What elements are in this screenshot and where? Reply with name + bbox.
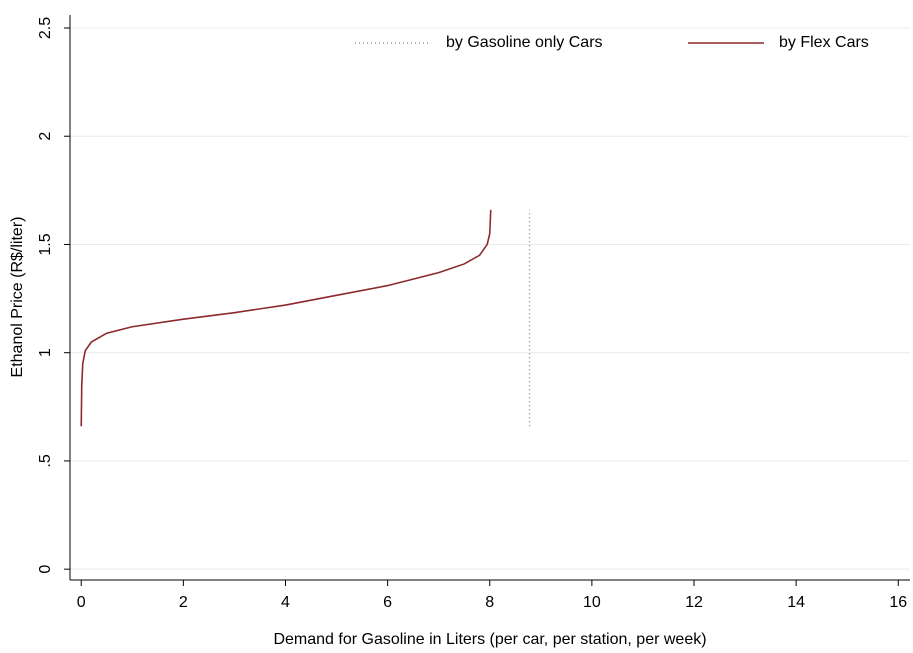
- x-tick-label: 0: [77, 594, 86, 611]
- y-tick-label: 2.5: [37, 17, 54, 39]
- y-tick-label: 1: [37, 348, 54, 357]
- legend-label: by Gasoline only Cars: [446, 34, 603, 51]
- data-line: [80, 209, 492, 427]
- y-tick-label: 2: [37, 132, 54, 141]
- x-tick-label: 6: [383, 594, 392, 611]
- legend-label: by Flex Cars: [779, 34, 869, 51]
- y-tick-label: 0: [37, 565, 54, 574]
- x-tick-label: 8: [485, 594, 494, 611]
- y-tick-label: 1.5: [37, 233, 54, 255]
- x-tick-label: 14: [787, 594, 805, 611]
- x-tick-label: 10: [583, 594, 601, 611]
- y-tick-label: .5: [37, 454, 54, 467]
- x-tick-label: 16: [889, 594, 907, 611]
- x-tick-label: 4: [281, 594, 290, 611]
- x-tick-label: 12: [685, 594, 703, 611]
- x-axis-label: Demand for Gasoline in Liters (per car, …: [273, 631, 706, 648]
- x-tick-label: 2: [179, 594, 188, 611]
- y-axis-label: Ethanol Price (R$/liter): [9, 217, 26, 378]
